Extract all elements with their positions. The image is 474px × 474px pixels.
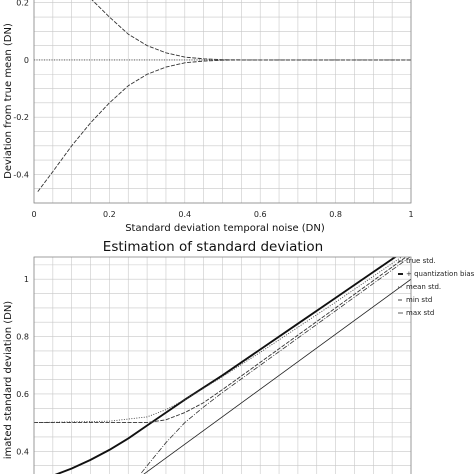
legend-entry: max std (406, 309, 434, 317)
y-tick-label: 0.2 (16, 0, 29, 8)
x-tick-label: 0.6 (254, 210, 267, 219)
y-tick-label: 0.6 (16, 390, 29, 399)
top-chart-x-ticks: 0 0.2 0.4 0.6 0.8 1 (31, 210, 413, 219)
y-tick-label: 0.8 (16, 333, 29, 342)
y-tick-label: -0.2 (13, 113, 29, 122)
x-tick-label: 0.8 (329, 210, 342, 219)
bottom-chart-grid (33, 257, 412, 474)
x-tick-label: 1 (408, 210, 413, 219)
series-line-min-std (34, 257, 407, 424)
bottom-chart-y-ticks: 1 0.8 0.6 0.4 (16, 275, 29, 456)
series-line-true-std (143, 278, 411, 474)
bottom-chart-frame (33, 256, 412, 474)
top-chart: 0 0.2 0.4 0.6 0.8 1 0.2 0 -0.2 -0.4 Standard dev… (3, 0, 414, 234)
top-chart-frame (33, 0, 412, 204)
series-line-3 (37, 59, 411, 192)
series-line-mean-std (34, 257, 403, 424)
x-tick-label: 0.4 (178, 210, 191, 219)
top-chart-grid (33, 0, 412, 204)
x-tick-label: 0 (31, 210, 36, 219)
legend-entry: true std. (406, 257, 436, 265)
y-tick-label: 0.4 (16, 447, 29, 456)
series-line-1 (91, 0, 411, 61)
y-tick-label: 1 (24, 275, 29, 284)
x-tick-label: 0.2 (103, 210, 116, 219)
top-chart-x-label: Standard deviation temporal noise (DN) (125, 223, 325, 234)
legend-entry: min std (406, 296, 432, 304)
bottom-chart-legend: true std. + quantization bias mean std. min… (398, 257, 474, 317)
top-chart-y-ticks: 0.2 0 -0.2 -0.4 (13, 0, 29, 179)
y-tick-label: -0.4 (13, 170, 29, 179)
series-line-max-std (140, 257, 411, 474)
legend-entry: mean std. (406, 283, 441, 291)
legend-entry: + quantization bias (406, 270, 474, 278)
bottom-chart: Estimation of standard deviation 1 0.8 0.6… (3, 239, 474, 474)
bottom-chart-series (34, 257, 411, 474)
bottom-chart-title: Estimation of standard deviation (103, 239, 323, 255)
top-chart-series (34, 0, 411, 192)
series-line-quantization-bias (54, 257, 397, 474)
y-tick-label: 0 (24, 56, 29, 65)
top-chart-y-label: Deviation from true mean (DN) (3, 23, 14, 179)
bottom-chart-y-label: imated standard deviation (DN) (3, 301, 14, 460)
